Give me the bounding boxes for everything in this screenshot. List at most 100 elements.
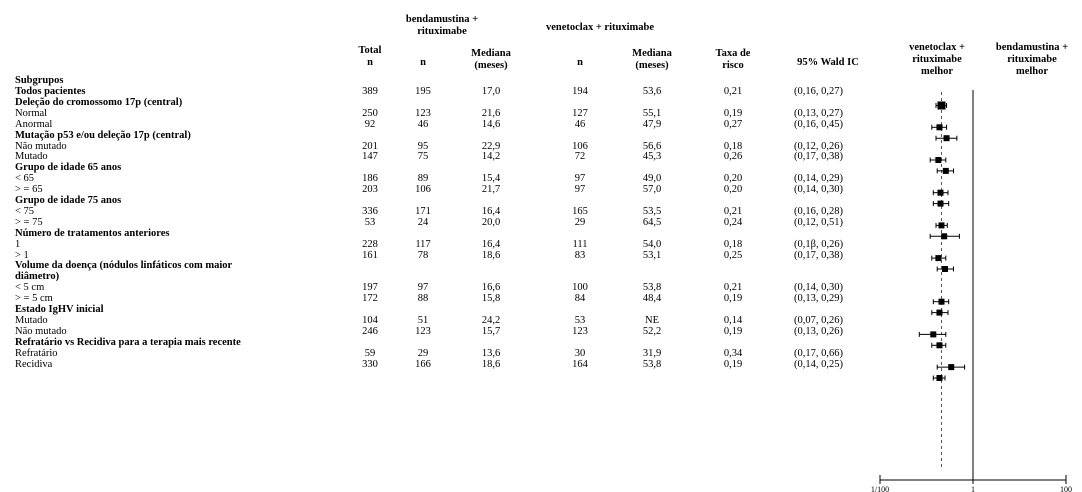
cell-br-n: 51 (417, 314, 429, 326)
cell-vr-med: 56,6 (642, 140, 662, 152)
cell-vr-med: 53,1 (642, 249, 662, 261)
cell-total: 172 (362, 293, 378, 305)
cell-ci: (0,13, 0,27) (794, 107, 843, 119)
cell-br-med: 16,4 (481, 238, 501, 250)
subgroup-label: Anormal (15, 118, 53, 130)
cell-hr: 0,19 (723, 107, 743, 119)
subgroup-label: Refratário (15, 347, 58, 359)
cell-total: 59 (364, 347, 376, 359)
cell-br-n: 123 (415, 107, 431, 119)
cell-hr: 0,34 (723, 347, 743, 359)
cell-vr-med: 53,8 (642, 358, 662, 370)
cell-vr-med: 53,6 (642, 86, 662, 97)
cell-total: 53 (364, 216, 376, 228)
cell-total: 186 (362, 173, 378, 185)
cell-hr: 0,21 (723, 282, 743, 294)
cell-total: 197 (362, 282, 378, 294)
subgroup-heading: Volume da doença (nódulos linfáticos com… (15, 260, 233, 272)
cell-vr-med: 48,4 (642, 293, 662, 305)
header-subgroups: Subgrupos (15, 75, 64, 86)
cell-total: 201 (362, 140, 378, 152)
subgroup-heading: diâmetro) (15, 271, 60, 283)
cell-br-med: 20,0 (481, 216, 501, 228)
cell-br-n: 29 (417, 347, 429, 359)
cell-br-med: 13,6 (481, 347, 501, 359)
cell-vr-n: 100 (572, 282, 588, 294)
subgroup-label: 1 (15, 238, 21, 250)
cell-vr-med: 53,8 (642, 282, 662, 294)
subgroup-label: Normal (15, 107, 48, 119)
cell-hr: 0,24 (723, 216, 743, 228)
cell-ci: (0,14, 0,25) (794, 358, 843, 370)
hazard-ratio-marker (941, 233, 948, 240)
cell-ci: (0,14, 0,29) (794, 173, 843, 185)
cell-vr-n: 106 (572, 140, 588, 152)
subgroup-label: Mutado (15, 151, 48, 163)
cell-br-n: 195 (415, 86, 431, 97)
hazard-ratio-marker (935, 157, 942, 163)
cell-total: 389 (362, 86, 378, 97)
cell-hr: 0,19 (723, 325, 743, 337)
cell-br-med: 22,9 (481, 140, 501, 152)
cell-br-n: 95 (417, 140, 429, 152)
cell-br-n: 97 (417, 282, 429, 294)
hazard-ratio-marker (936, 309, 943, 316)
cell-vr-med: 49,0 (642, 173, 662, 185)
cell-ci: (0,07, 0,26) (794, 314, 843, 326)
cell-vr-n: 83 (574, 249, 586, 261)
subgroup-label: Recidiva (15, 358, 53, 370)
cell-br-med: 17,0 (481, 86, 501, 97)
hazard-ratio-marker (938, 298, 945, 305)
header-ci: 95% Wald IC (797, 57, 859, 68)
cell-total: 246 (362, 325, 378, 337)
cell-br-n: 46 (417, 118, 429, 130)
cell-br-n: 106 (415, 184, 431, 196)
cell-vr-med: NE (645, 314, 659, 326)
cell-vr-n: 72 (574, 151, 586, 163)
subgroup-heading: Grupo de idade 65 anos (15, 162, 122, 174)
cell-br-med: 24,2 (481, 314, 501, 326)
hazard-ratio-marker (936, 375, 943, 381)
header-favors-br: bendamustina + rituximabe melhor (995, 42, 1069, 77)
hazard-ratio-marker (935, 255, 942, 262)
x-axis-tick-label: 100 (1060, 485, 1072, 492)
subgroup-heading: Mutação p53 e/ou deleção 17p (central) (15, 129, 191, 141)
subgroup-label: > 1 (15, 249, 29, 261)
header-total-n: Total n (358, 45, 382, 68)
hazard-ratio-marker (942, 266, 949, 272)
cell-total: 104 (362, 314, 378, 326)
cell-vr-med: 57,0 (642, 184, 662, 196)
cell-vr-n: 29 (574, 216, 586, 228)
cell-vr-med: 45,3 (642, 151, 662, 163)
cell-hr: 0,21 (723, 86, 743, 97)
cell-total: 250 (362, 107, 378, 119)
cell-br-n: 88 (417, 293, 429, 305)
cell-hr: 0,18 (723, 140, 743, 152)
cell-vr-n: 194 (572, 86, 588, 97)
header-vr-group: venetoclax + rituximabe (545, 22, 655, 33)
cell-vr-n: 97 (574, 173, 586, 185)
cell-ci: (0,16, 0,28) (794, 205, 843, 217)
header-br-group: bendamustina + rituximabe (405, 14, 479, 37)
cell-ci: (0,14, 0,30) (794, 184, 843, 196)
cell-br-med: 15,8 (481, 293, 501, 305)
cell-ci: (0,12, 0,26) (794, 140, 843, 152)
cell-hr: 0,21 (723, 205, 743, 217)
hazard-ratio-marker (937, 101, 946, 110)
cell-vr-n: 111 (572, 238, 588, 250)
cell-hr: 0,20 (723, 184, 743, 196)
subgroup-heading: Refratário vs Recidiva para a terapia ma… (15, 336, 241, 348)
header-vr-median: Mediana (meses) (632, 48, 672, 71)
cell-vr-med: 55,1 (642, 107, 662, 119)
subgroup-heading: Estado IgHV inicial (15, 304, 104, 315)
hazard-ratio-marker (930, 331, 937, 338)
cell-vr-n: 53 (574, 314, 586, 326)
header-hr: Taxa de risco (715, 48, 751, 71)
cell-br-med: 14,2 (481, 151, 501, 163)
cell-br-med: 16,4 (481, 205, 501, 217)
cell-ci: (0,16, 0,27) (794, 86, 843, 97)
cell-vr-n: 123 (572, 325, 588, 337)
cell-hr: 0,19 (723, 358, 743, 370)
cell-hr: 0,19 (723, 293, 743, 305)
